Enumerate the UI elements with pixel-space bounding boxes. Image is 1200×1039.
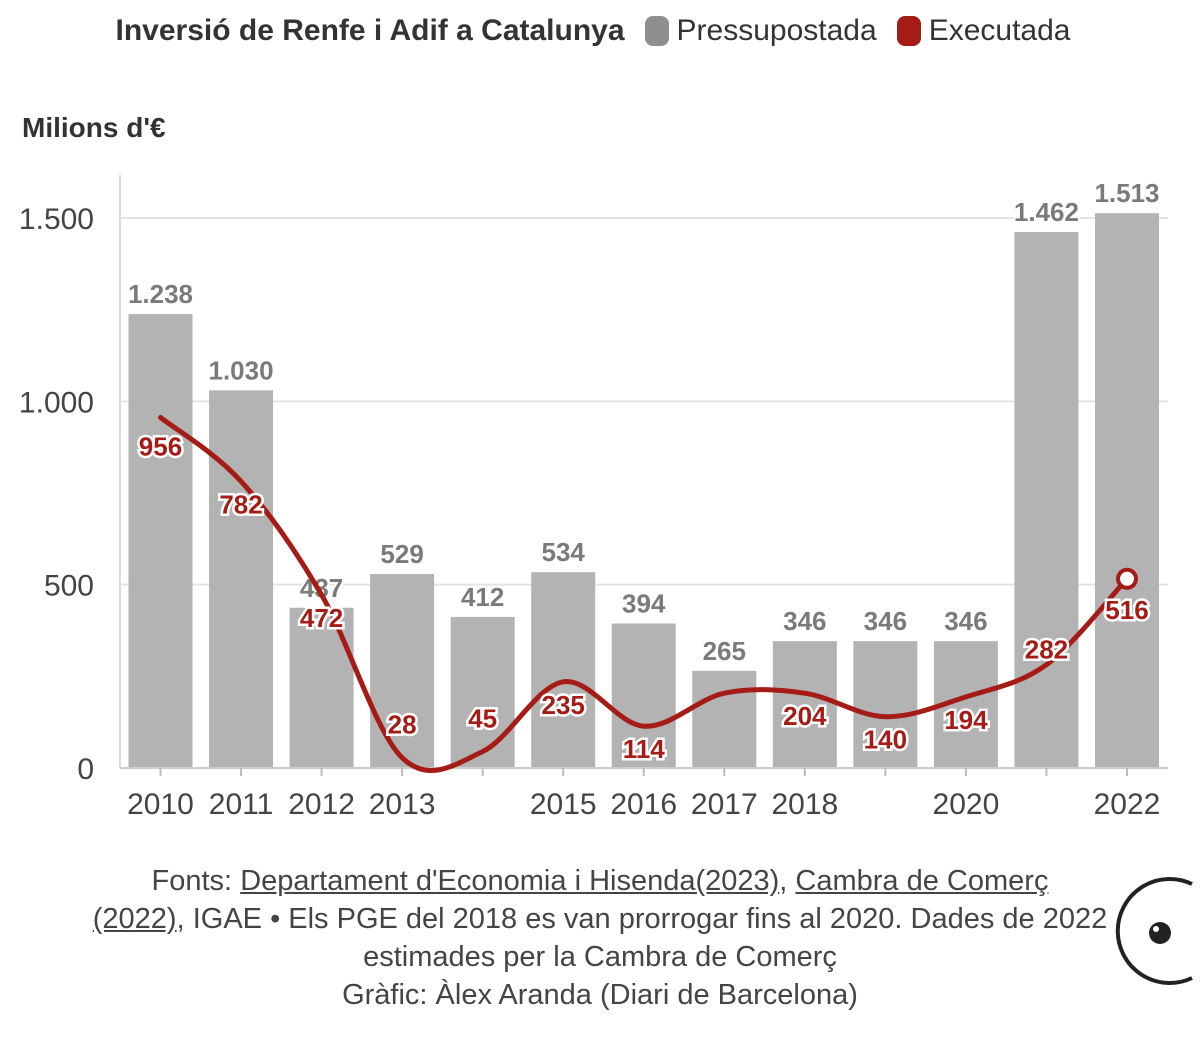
bar-label-2019: 346 <box>864 606 907 636</box>
bar-2013 <box>370 574 435 768</box>
bar-label-2018: 346 <box>783 606 826 636</box>
line-label-2011: 782 <box>219 489 262 519</box>
bar-2017 <box>692 670 757 768</box>
line-label-2022: 516 <box>1105 595 1148 625</box>
x-tick-label: 2011 <box>209 788 274 821</box>
source-link-cambra[interactable]: Cambra de Comerç <box>795 865 1049 897</box>
chart-footer: Fonts: Departament d'Economia i Hisenda(… <box>0 862 1200 1014</box>
bar-2010 <box>128 314 193 768</box>
line-label-2016: 114 <box>623 734 665 764</box>
chart-title: Inversió de Renfe i Adif a Catalunya <box>115 14 625 47</box>
diari-logo-icon <box>1115 877 1193 985</box>
bar-2019 <box>853 641 918 768</box>
bar-label-2016: 394 <box>622 589 666 619</box>
line-label-2018: 204 <box>783 701 827 731</box>
bar-2015 <box>531 572 596 768</box>
bar-label-2022: 1.513 <box>1094 178 1159 208</box>
bar-2018 <box>772 641 837 768</box>
x-tick-label: 2015 <box>530 788 597 821</box>
source-link-cambra-year[interactable]: (2022) <box>92 903 177 935</box>
x-tick-label: 2010 <box>127 788 194 821</box>
line-label-2014: 45 <box>468 704 497 734</box>
footer-credit: Gràfic: Àlex Aranda (Diari de Barcelona) <box>342 979 858 1011</box>
line-label-2013: 28 <box>388 710 417 740</box>
legend-swatch-executada <box>896 16 921 46</box>
bar-label-2021: 1.462 <box>1014 197 1079 227</box>
bar-2022 <box>1095 213 1159 768</box>
line-label-2019: 140 <box>864 725 907 755</box>
footer-note: , IGAE • Els PGE del 2018 es van prorrog… <box>176 903 1108 935</box>
bar-label-2012: 437 <box>300 573 343 603</box>
x-tick-label: 2018 <box>771 788 838 821</box>
bar-label-2017: 265 <box>703 636 746 666</box>
source-link-economia-year[interactable]: (2023) <box>695 865 780 897</box>
bar-label-2015: 534 <box>542 537 586 567</box>
chart-header: Inversió de Renfe i Adif a Catalunya Pre… <box>0 14 1200 48</box>
bar-2014 <box>450 616 515 768</box>
line-label-2021: 282 <box>1025 635 1068 665</box>
line-label-2010: 956 <box>139 431 182 461</box>
x-tick-label: 2017 <box>691 788 758 821</box>
x-tick-label: 2022 <box>1094 788 1161 821</box>
y-tick-label: 500 <box>44 570 94 603</box>
source-link-economia[interactable]: Departament d'Economia i Hisenda <box>240 865 696 897</box>
legend-label-executada: Executada <box>928 14 1071 47</box>
chart-plot: 0 500 1.000 1.500 2010 2011 2012 2013 2015 2016 20… <box>19 175 1168 821</box>
x-tick-label: 2016 <box>610 788 677 821</box>
bar-label-2020: 346 <box>944 606 987 636</box>
x-tick-label: 2020 <box>933 788 1000 821</box>
bar-label-2011: 1.030 <box>209 355 274 385</box>
footer-line-1: Fonts: Departament d'Economia i Hisenda(… <box>0 862 1200 900</box>
y-tick-label: 1.500 <box>19 203 94 236</box>
line-label-2015: 235 <box>542 690 585 720</box>
footer-line-3: estimades per la Cambra de Comerç <box>363 941 837 973</box>
footer-sep: , <box>779 865 796 897</box>
executada-end-point <box>1116 567 1138 590</box>
legend-label-pressupostada: Pressupostada <box>676 14 877 47</box>
bar-label-2010: 1.238 <box>128 279 193 309</box>
y-tick-label: 0 <box>77 753 94 786</box>
bar-2021 <box>1014 231 1079 768</box>
executada-line <box>158 415 1130 774</box>
x-tick-label: 2012 <box>288 788 355 821</box>
bar-label-2013: 529 <box>380 539 423 569</box>
legend-item-pressupostada: Pressupostada <box>644 14 877 48</box>
footer-prefix: Fonts: <box>151 865 241 897</box>
bar-2011 <box>209 390 274 768</box>
bar-label-2014: 412 <box>461 582 504 612</box>
footer-line-2: (2022), IGAE • Els PGE del 2018 es van p… <box>0 900 1200 938</box>
x-tick-label: 2013 <box>369 788 436 821</box>
y-tick-label: 1.000 <box>19 386 94 419</box>
legend-swatch-pressupostada <box>644 16 669 46</box>
line-label-2012: 472 <box>300 603 343 633</box>
bar-2016 <box>611 623 676 768</box>
y-axis-label: Milions d'€ <box>22 112 166 143</box>
legend-item-executada: Executada <box>896 14 1071 48</box>
line-label-2020: 194 <box>944 705 988 735</box>
